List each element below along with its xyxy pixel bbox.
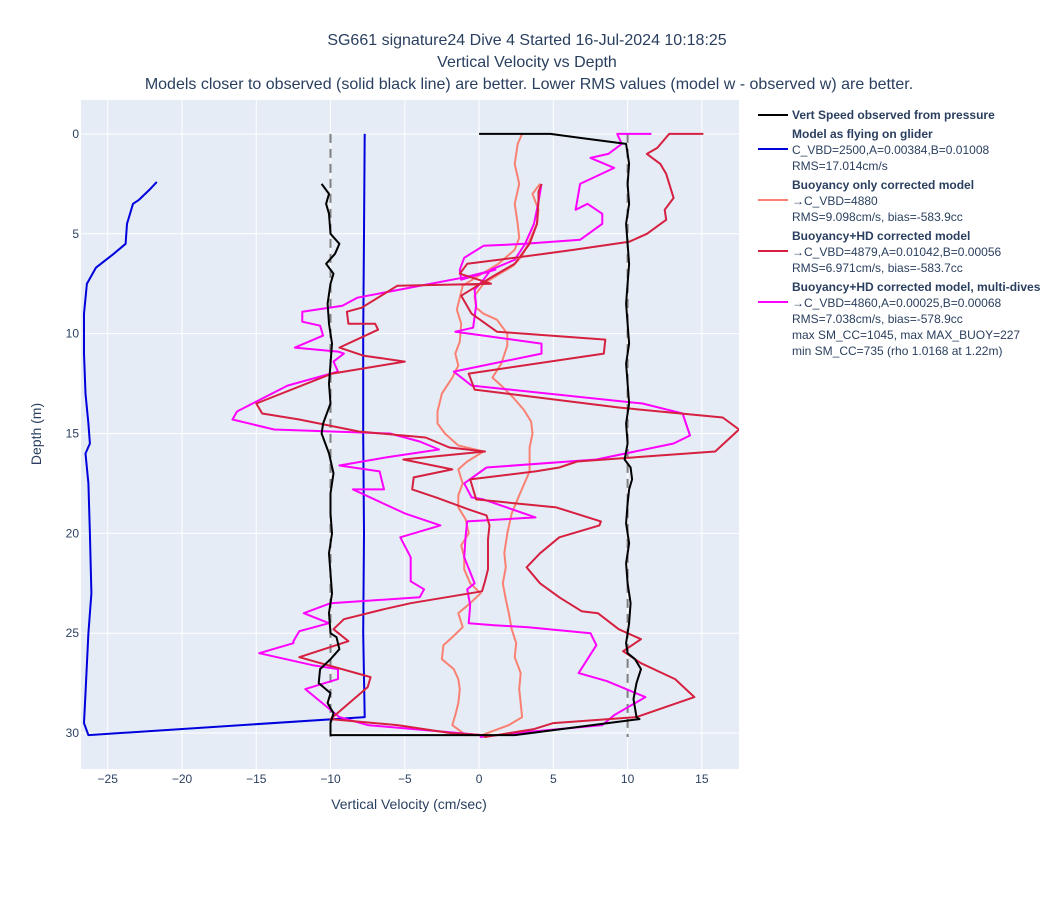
y-tick-label: 25 — [66, 626, 80, 640]
series-line-4 — [255, 132, 739, 738]
legend-detail: max SM_CC=1045, max MAX_BUOY=227 — [792, 328, 1020, 342]
tick-labels: −25 −20 −15 −10 −5 0 5 10 15 0 5 10 15 20 25 30 — [66, 127, 709, 786]
x-tick-label: 5 — [550, 772, 557, 786]
legend-item-2[interactable]: Model as flying on glider C_VBD=2500,A=0.… — [758, 127, 989, 173]
legend-detail: RMS=7.038cm/s, bias=-578.9cc — [792, 312, 963, 326]
legend-detail: →C_VBD=4880 — [792, 194, 878, 208]
x-tick-label: −5 — [398, 772, 412, 786]
y-tick-label: 20 — [66, 526, 80, 540]
x-tick-label: −25 — [98, 772, 119, 786]
y-tick-label: 15 — [66, 427, 80, 441]
y-tick-label: 10 — [66, 327, 80, 341]
chart-annotation: Models closer to observed (solid black l… — [145, 76, 913, 93]
legend-item-3[interactable]: Buoyancy only corrected model →C_VBD=4880… — [758, 178, 974, 224]
series-line-2 — [83, 133, 366, 737]
x-axis-title: Vertical Velocity (cm/sec) — [331, 796, 487, 812]
legend-label: Buoyancy+HD corrected model, multi-dives — [792, 280, 1041, 294]
series-line-1 — [317, 132, 642, 737]
legend-item-5[interactable]: Buoyancy+HD corrected model, multi-dives… — [758, 280, 1041, 358]
chart-title: SG661 signature24 Dive 4 Started 16-Jul-… — [327, 32, 726, 49]
x-tick-label: −10 — [320, 772, 341, 786]
y-tick-label: 5 — [72, 227, 79, 241]
legend-label: Buoyancy only corrected model — [792, 178, 974, 192]
x-tick-label: −20 — [172, 772, 193, 786]
x-tick-label: −15 — [246, 772, 267, 786]
x-tick-label: 0 — [476, 772, 483, 786]
legend[interactable]: Vert Speed observed from pressure Model a… — [758, 108, 1041, 358]
legend-detail: →C_VBD=4860,A=0.00025,B=0.00068 — [792, 296, 1001, 310]
legend-label: Model as flying on glider — [792, 127, 933, 141]
legend-item-4[interactable]: Buoyancy+HD corrected model →C_VBD=4879,A… — [758, 229, 1001, 275]
y-axis-title: Depth (m) — [28, 403, 44, 465]
legend-detail: min SM_CC=735 (rho 1.0168 at 1.22m) — [792, 344, 1002, 358]
title-block: SG661 signature24 Dive 4 Started 16-Jul-… — [145, 32, 913, 93]
series-line-3 — [436, 133, 541, 737]
plot-area — [81, 100, 739, 769]
series-layer — [83, 132, 739, 738]
legend-detail: RMS=17.014cm/s — [792, 159, 888, 173]
legend-detail: RMS=6.971cm/s, bias=-583.7cc — [792, 261, 963, 275]
chart-subtitle: Vertical Velocity vs Depth — [437, 54, 617, 71]
legend-detail: C_VBD=2500,A=0.00384,B=0.01008 — [792, 143, 989, 157]
y-tick-label: 30 — [66, 726, 80, 740]
legend-item-1[interactable]: Vert Speed observed from pressure — [758, 108, 995, 122]
x-tick-label: 10 — [621, 772, 635, 786]
legend-detail: RMS=9.098cm/s, bias=-583.9cc — [792, 210, 963, 224]
legend-label: Buoyancy+HD corrected model — [792, 229, 970, 243]
series-line-5 — [231, 132, 691, 738]
y-tick-label: 0 — [72, 127, 79, 141]
legend-label: Vert Speed observed from pressure — [792, 108, 995, 122]
legend-detail: →C_VBD=4879,A=0.01042,B=0.00056 — [792, 245, 1001, 259]
x-tick-label: 15 — [695, 772, 709, 786]
